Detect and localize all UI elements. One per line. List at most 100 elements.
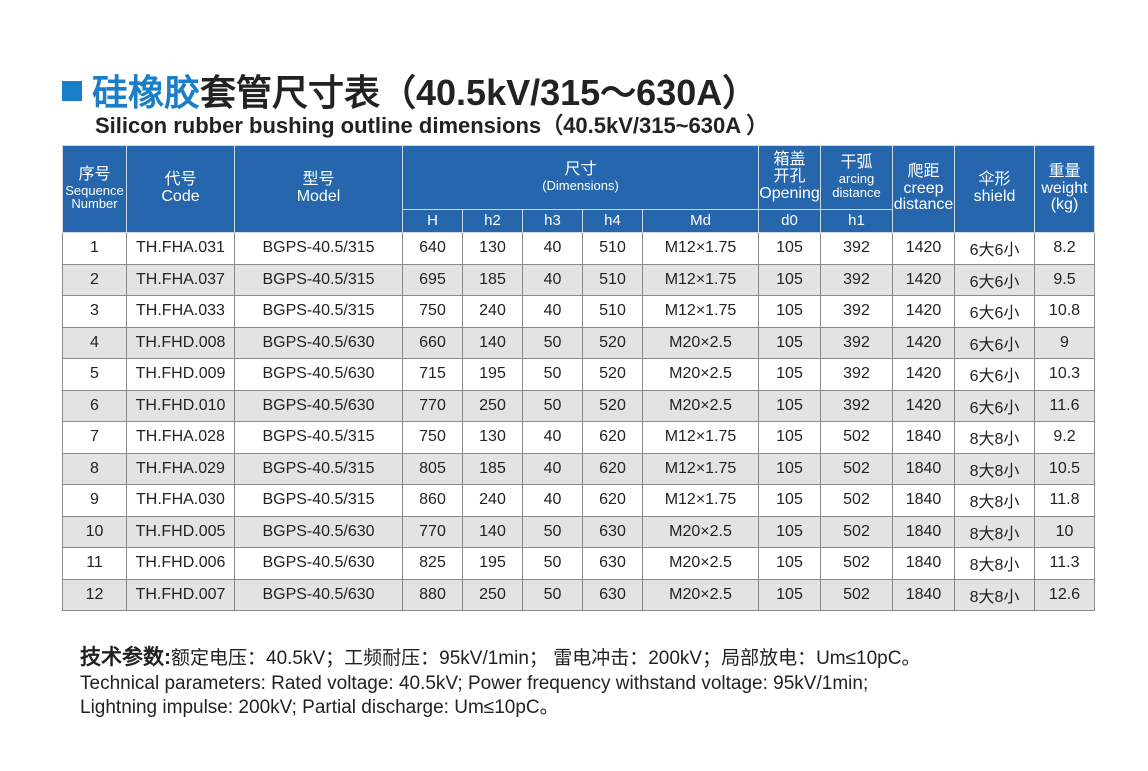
table-cell: 6大6小 xyxy=(954,263,1035,296)
data-row: 7 TH.FHA.028 BGPS-40.5/315 750 130 40 620 M12×1… xyxy=(62,421,1095,454)
table-cell: 6大6小 xyxy=(954,295,1035,328)
data-row: 5 TH.FHD.009 BGPS-40.5/630 715 195 50 520 M20×2… xyxy=(62,358,1095,391)
table-cell: 2 xyxy=(62,263,127,296)
table-cell: 12 xyxy=(62,578,127,611)
table-cell: 392 xyxy=(820,295,893,328)
table-cell: 1420 xyxy=(892,263,955,296)
table-cell: 392 xyxy=(820,263,893,296)
table-cell: 9.5 xyxy=(1034,263,1095,296)
table-cell: M12×1.75 xyxy=(642,421,759,454)
table-cell: 11.6 xyxy=(1034,389,1095,422)
table-cell: 105 xyxy=(758,358,821,391)
subheader-cell: h4 xyxy=(582,209,643,233)
table-cell: M20×2.5 xyxy=(642,578,759,611)
table-cell: 1420 xyxy=(892,358,955,391)
table-cell: 825 xyxy=(402,547,463,580)
table-cell: BGPS-40.5/315 xyxy=(234,232,403,265)
title-marker xyxy=(62,81,82,101)
data-row: 4 TH.FHD.008 BGPS-40.5/630 660 140 50 520 M20×2… xyxy=(62,326,1095,359)
header-cell: 箱盖 开孔 Opening xyxy=(758,145,821,210)
table-cell: 50 xyxy=(522,578,583,611)
table-cell: 105 xyxy=(758,421,821,454)
table-cell: 8大8小 xyxy=(954,547,1035,580)
header-cell: 重量 weight (kg) xyxy=(1034,145,1095,233)
table-cell: TH.FHA.033 xyxy=(126,295,235,328)
header-line: Model xyxy=(296,188,341,205)
table-cell: 502 xyxy=(820,484,893,517)
subheader-cell: h2 xyxy=(462,209,523,233)
table-cell: M20×2.5 xyxy=(642,515,759,548)
table-cell: TH.FHA.031 xyxy=(126,232,235,265)
table-cell: 6 xyxy=(62,389,127,422)
footer-cn: 额定电压：40.5kV；工频耐压：95kV/1min； 雷电冲击：200kV；局… xyxy=(171,648,921,669)
data-row: 8 TH.FHA.029 BGPS-40.5/315 805 185 40 620 M12×1… xyxy=(62,452,1095,485)
table-cell: 10 xyxy=(62,515,127,548)
table-cell: 5 xyxy=(62,358,127,391)
table-cell: 140 xyxy=(462,326,523,359)
header-line: distance xyxy=(893,196,954,214)
table-cell: 502 xyxy=(820,515,893,548)
footer-line: 技术参数:额定电压：40.5kV；工频耐压：95kV/1min； 雷电冲击：20… xyxy=(80,646,920,672)
data-row: 6 TH.FHD.010 BGPS-40.5/630 770 250 50 520 M20×2… xyxy=(62,389,1095,422)
header-line: shield xyxy=(973,188,1016,205)
header-line: Sequence xyxy=(65,182,124,198)
table-cell: 510 xyxy=(582,295,643,328)
table-cell: 6大6小 xyxy=(954,389,1035,422)
subheader-cell: d0 xyxy=(758,209,821,233)
data-row: 12 TH.FHD.007 BGPS-40.5/630 880 250 50 630 M20×… xyxy=(62,578,1095,611)
footer-en-line2: Lightning impulse: 200kV; Partial discha… xyxy=(80,697,559,718)
header-line: 爬距 xyxy=(907,162,940,180)
table-cell: M20×2.5 xyxy=(642,547,759,580)
table-cell: 392 xyxy=(820,389,893,422)
header-cell: 干弧 arcing distance xyxy=(820,145,893,210)
header-line: 重量 xyxy=(1048,162,1081,180)
table-cell: 8大8小 xyxy=(954,578,1035,611)
header-line: 箱盖 xyxy=(773,151,806,169)
table-cell: BGPS-40.5/630 xyxy=(234,389,403,422)
table-cell: 1840 xyxy=(892,547,955,580)
header-cell: 序号 Sequence Number xyxy=(62,145,127,233)
table-cell: BGPS-40.5/315 xyxy=(234,484,403,517)
header-line: arcing xyxy=(838,171,875,187)
table-cell: 1840 xyxy=(892,452,955,485)
table-cell: 8.2 xyxy=(1034,232,1095,265)
table-cell: 510 xyxy=(582,232,643,265)
table-cell: TH.FHD.005 xyxy=(126,515,235,548)
header-line: (kg) xyxy=(1050,196,1079,214)
table-cell: 12.6 xyxy=(1034,578,1095,611)
table-cell: 392 xyxy=(820,232,893,265)
table-cell: BGPS-40.5/315 xyxy=(234,263,403,296)
data-row: 3 TH.FHA.033 BGPS-40.5/315 750 240 40 510 M12×1… xyxy=(62,295,1095,328)
subtitle: Silicon rubber bushing outline dimension… xyxy=(95,113,769,138)
table-cell: 50 xyxy=(522,389,583,422)
table-cell: 11.3 xyxy=(1034,547,1095,580)
table-cell: 1420 xyxy=(892,326,955,359)
header-line: 型号 xyxy=(302,171,335,189)
table-cell: 9 xyxy=(1034,326,1095,359)
table-cell: 40 xyxy=(522,232,583,265)
table-cell: 520 xyxy=(582,326,643,359)
table-cell: 630 xyxy=(582,547,643,580)
data-row: 2 TH.FHA.037 BGPS-40.5/315 695 185 40 510 M12×1… xyxy=(62,263,1095,296)
table-cell: M20×2.5 xyxy=(642,358,759,391)
table-cell: 240 xyxy=(462,484,523,517)
table-cell: 105 xyxy=(758,578,821,611)
header-line: 干弧 xyxy=(840,154,873,172)
table-cell: M12×1.75 xyxy=(642,263,759,296)
table-cell: 805 xyxy=(402,452,463,485)
subheader-cell: h3 xyxy=(522,209,583,233)
table-cell: 502 xyxy=(820,452,893,485)
table-cell: TH.FHA.030 xyxy=(126,484,235,517)
table-cell: 695 xyxy=(402,263,463,296)
table-cell: BGPS-40.5/315 xyxy=(234,452,403,485)
header-line: weight xyxy=(1041,179,1088,197)
table-cell: TH.FHD.007 xyxy=(126,578,235,611)
header-cell: 伞形 shield xyxy=(954,145,1035,233)
table-cell: 8大8小 xyxy=(954,452,1035,485)
table-cell: 502 xyxy=(820,421,893,454)
table-cell: 105 xyxy=(758,452,821,485)
table-cell: 105 xyxy=(758,326,821,359)
table-cell: 750 xyxy=(402,421,463,454)
table-cell: 1420 xyxy=(892,295,955,328)
